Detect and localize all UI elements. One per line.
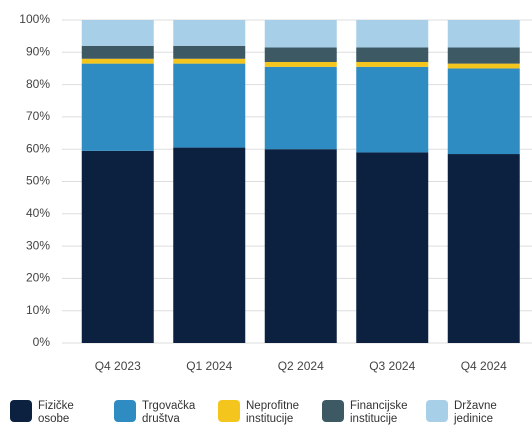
- bar-segment: [356, 47, 429, 62]
- bar-segment: [173, 147, 246, 343]
- y-tick-label: 70%: [26, 109, 50, 123]
- bar-segment: [356, 20, 429, 48]
- bar-segment: [173, 63, 246, 148]
- y-tick-label: 90%: [26, 44, 50, 58]
- bar-segment: [173, 58, 246, 64]
- x-tick-label: Q1 2024: [186, 359, 232, 373]
- bar-segment: [81, 58, 154, 64]
- bar-segment: [447, 47, 520, 64]
- y-tick-label: 40%: [26, 206, 50, 220]
- legend-label: Trgovačka društva: [142, 400, 196, 425]
- legend-item: Trgovačka društva: [114, 400, 204, 426]
- bar-segment: [356, 61, 429, 67]
- bar-segment: [264, 47, 337, 62]
- x-tick-label: Q4 2024: [461, 359, 507, 373]
- bar-segment: [81, 45, 154, 59]
- y-tick-label: 60%: [26, 141, 50, 155]
- legend-label: Financijske institucije: [350, 400, 408, 425]
- legend-item: Državne jedinice: [426, 400, 516, 426]
- bar-segment: [173, 45, 246, 59]
- y-tick-label: 30%: [26, 238, 50, 252]
- bar-segment: [81, 20, 154, 46]
- bar-segment: [264, 66, 337, 150]
- legend-swatch: [218, 400, 240, 422]
- bar-segment: [356, 66, 429, 153]
- bar-segment: [447, 154, 520, 343]
- legend-label: Neprofitne institucije: [246, 400, 300, 425]
- bar-segment: [173, 20, 246, 46]
- legend-item: Fizičke osobe: [10, 400, 100, 426]
- legend: Fizičke osobe Trgovačka društva Neprofitne…: [10, 400, 532, 426]
- x-tick-label: Q2 2024: [278, 359, 324, 373]
- y-tick-label: 100%: [19, 12, 50, 26]
- bar-segment: [447, 63, 520, 69]
- y-tick-label: 0%: [33, 335, 51, 349]
- legend-swatch: [114, 400, 136, 422]
- legend-swatch: [10, 400, 32, 422]
- y-tick-label: 10%: [26, 303, 50, 317]
- legend-swatch: [426, 400, 448, 422]
- y-tick-label: 80%: [26, 77, 50, 91]
- legend-label: Fizičke osobe: [38, 400, 74, 425]
- y-tick-label: 20%: [26, 271, 50, 285]
- legend-label: Državne jedinice: [454, 400, 497, 425]
- bar-segment: [447, 68, 520, 155]
- bar-segment: [264, 20, 337, 48]
- bar-segment: [81, 63, 154, 151]
- x-tick-label: Q3 2024: [369, 359, 415, 373]
- bar-segment: [264, 61, 337, 67]
- legend-swatch: [322, 400, 344, 422]
- legend-item: Financijske institucije: [322, 400, 412, 426]
- bar-segment: [264, 149, 337, 343]
- y-tick-label: 50%: [26, 174, 50, 188]
- bar-segment: [447, 20, 520, 48]
- x-tick-label: Q4 2023: [95, 359, 141, 373]
- bar-segment: [81, 150, 154, 343]
- bar-segment: [356, 152, 429, 343]
- chart: 0% 10% 20% 30% 40% 50% 60% 70% 80% 90% 100% Q4 2023…: [19, 12, 532, 373]
- legend-item: Neprofitne institucije: [218, 400, 308, 426]
